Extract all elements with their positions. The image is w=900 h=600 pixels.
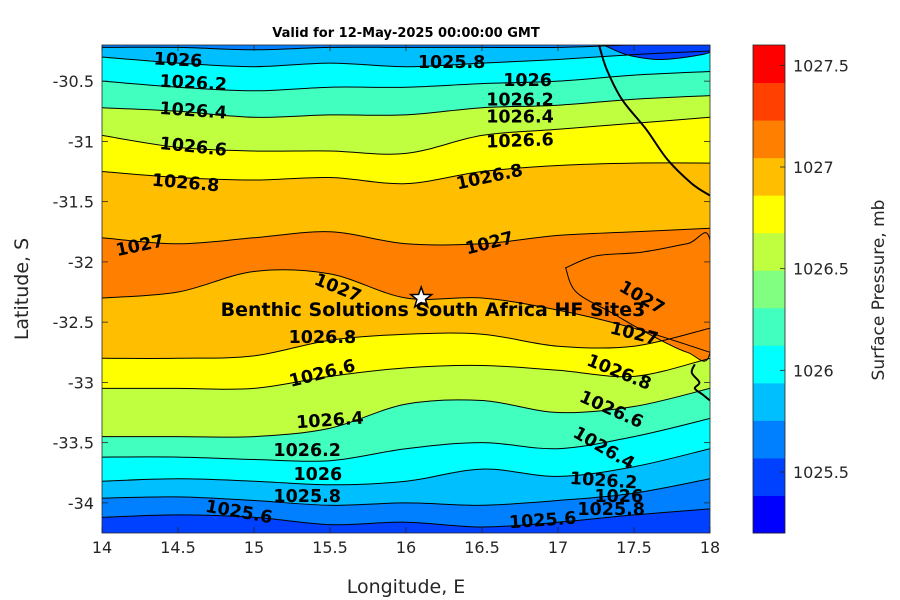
x-tick-label: 17 [548, 538, 568, 557]
x-axis: 14 14.5 15 15.5 16 16.5 17 17.5 18 [92, 45, 720, 557]
contour-line [102, 269, 710, 353]
y-tick-label: -30.5 [53, 72, 94, 91]
contour-label: 1026.4 [486, 107, 554, 127]
contour-label: 1026.4 [159, 99, 228, 124]
low-pressure-pocket [603, 45, 710, 61]
colorbar-segment [753, 157, 785, 196]
contour-label: 1026 [153, 49, 203, 72]
site-layer: Benthic Solutions South Africa HF Site3 [221, 284, 646, 321]
colorbar-segment [753, 120, 785, 159]
x-tick-label: 16 [396, 538, 416, 557]
contour-label: 1026 [594, 487, 643, 507]
contour-line [102, 71, 710, 92]
y-tick-label: -32.5 [53, 313, 94, 332]
colorbar-tick-label: 1026 [793, 361, 834, 380]
contour-label: 1025.8 [418, 53, 486, 73]
colorbar-frame [752, 44, 786, 534]
contour-label: 1026.6 [486, 130, 554, 152]
colorbar-title: Surface Pressure, mb [869, 200, 889, 381]
contour-line [102, 418, 710, 462]
contour-fill-layer [102, 45, 710, 533]
y-axis-title: Latitude, S [11, 238, 33, 340]
colorbar-segment [753, 270, 785, 309]
colorbar-segment [753, 307, 785, 346]
site-label: Benthic Solutions South Africa HF Site3 [221, 299, 646, 321]
colorbar-segment [753, 382, 785, 421]
colorbar-segment [753, 82, 785, 121]
high-pressure-cell [564, 232, 710, 362]
contour-label: 1026.8 [289, 328, 357, 348]
contour-line [102, 327, 710, 359]
chart-title: Valid for 12-May-2025 00:00:00 GMT [272, 26, 540, 41]
contour-label: 1026.2 [486, 90, 554, 110]
colorbar-tick-label: 1025.5 [793, 463, 849, 482]
x-tick-label: 16.5 [464, 538, 500, 557]
y-tick-label: -34 [68, 494, 94, 513]
contour-line [102, 387, 710, 438]
contour-band [102, 508, 710, 533]
contour-label: 1026 [503, 71, 552, 91]
contour-line [102, 95, 710, 118]
colorbar-tick-label: 1026.5 [793, 260, 849, 279]
y-tick-label: -33 [68, 373, 94, 392]
colorbar-segment [753, 232, 785, 271]
x-tick-label: 14 [92, 538, 112, 557]
colorbar-tick-label: 1027.5 [793, 56, 849, 75]
coastline-south [690, 363, 710, 402]
y-tick-label: -31 [68, 132, 94, 151]
contour-line [102, 162, 710, 185]
colorbar: 1025.5 1026 1026.5 1027 1027.5 [752, 44, 849, 534]
contour-line [102, 357, 710, 390]
contour-label: 1026.2 [273, 441, 341, 461]
x-axis-title: Longitude, E [347, 576, 466, 598]
y-tick-label: -31.5 [53, 193, 94, 212]
x-tick-label: 14.5 [160, 538, 196, 557]
contour-label: 1025.6 [508, 509, 577, 534]
x-tick-label: 17.5 [616, 538, 652, 557]
y-tick-label: -32 [68, 253, 94, 272]
contour-label: 1025.8 [273, 487, 341, 507]
contour-label: 1026 [293, 465, 342, 485]
contour-line [102, 116, 710, 155]
contour-line [102, 508, 710, 528]
contour-line [102, 448, 710, 486]
site-marker-star-icon [408, 284, 434, 309]
colorbar-segment [753, 195, 785, 234]
contour-line-layer [102, 45, 710, 528]
y-tick-label: -33.5 [53, 434, 94, 453]
colorbar-segment [753, 495, 785, 534]
colorbar-segment [753, 420, 785, 459]
contour-label: 1026.2 [569, 469, 638, 494]
contour-line [102, 50, 710, 68]
contour-label: 1026.4 [296, 409, 365, 434]
contour-label: 1025.8 [577, 500, 645, 520]
x-tick-label: 18 [700, 538, 720, 557]
y-axis: -30.5 -31 -31.5 -32 -32.5 -33 -33.5 -34 [53, 72, 710, 513]
x-tick-label: 15 [244, 538, 264, 557]
coastline-north [598, 45, 710, 197]
coastline-layer [598, 45, 710, 402]
colorbar-segment [753, 45, 785, 84]
contour-line [102, 478, 710, 506]
contour-label: 1026.2 [159, 72, 227, 96]
colorbar-segment [753, 457, 785, 496]
x-tick-label: 15.5 [312, 538, 348, 557]
colorbar-segment [753, 345, 785, 384]
colorbar-tick-label: 1027 [793, 158, 834, 177]
contour-line [102, 227, 710, 246]
